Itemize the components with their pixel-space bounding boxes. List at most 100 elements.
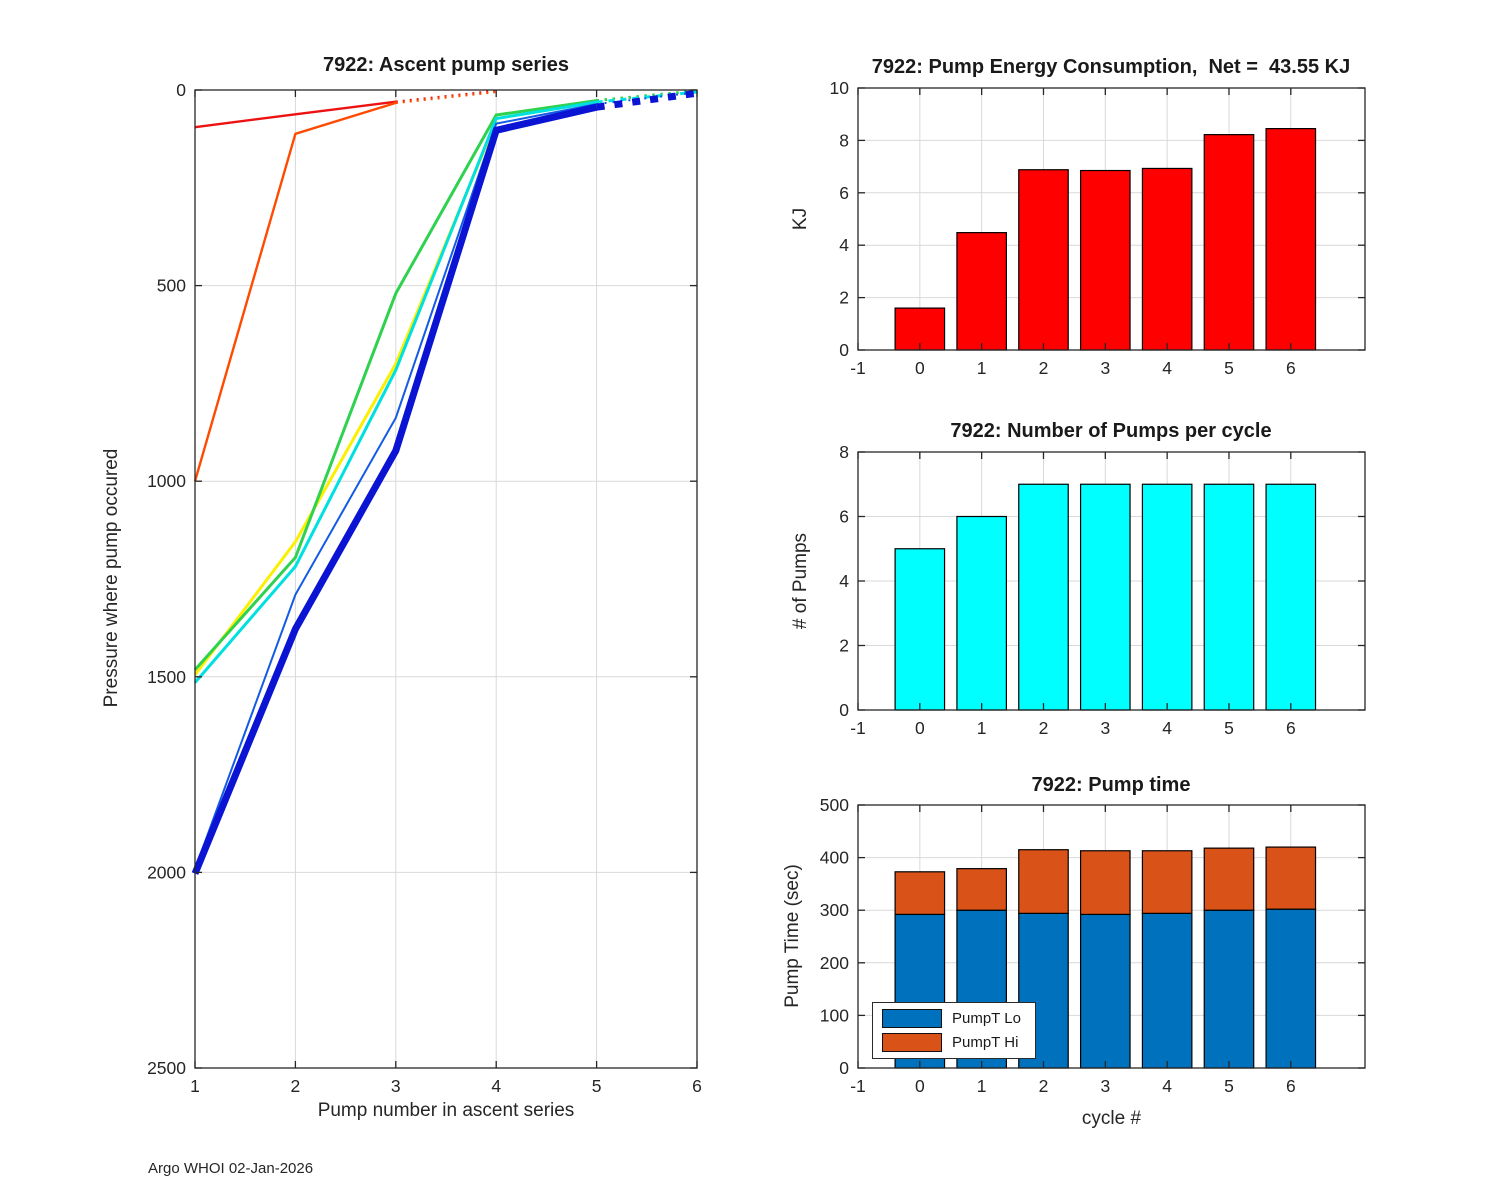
line-cycle-green (193, 99, 597, 671)
tick-label-y: 6 (839, 183, 849, 203)
tick-label-x: 4 (1162, 718, 1172, 738)
line-cycle-darkblue-thick (191, 103, 598, 875)
pump-time-ylabel: Pump Time (sec) (782, 864, 803, 1008)
bar-pump_energy-values-6 (1265, 128, 1317, 351)
bar-pump_energy-values-5 (1203, 134, 1255, 351)
legend-row-lo: PumpT Lo (882, 1009, 1021, 1028)
tick-label-y: 100 (820, 1005, 849, 1025)
line-cycle-cyan (193, 100, 597, 684)
tick-label-y: 2 (839, 288, 849, 308)
tick-label-y: 1000 (147, 471, 186, 491)
bar-pump_time-PumpT Hi-2 (1018, 849, 1069, 914)
tick-label-y: 8 (839, 130, 849, 150)
energy-ylabel: KJ (790, 207, 811, 231)
tick-label-y: 1500 (147, 667, 186, 687)
tick-label-y: 8 (839, 442, 849, 462)
bar-pump_energy-values-1 (956, 232, 1007, 351)
tick-label-y: 300 (820, 900, 849, 920)
tick-label-x: -1 (850, 1076, 866, 1096)
legend-swatch-pumpt-hi (882, 1033, 942, 1052)
tick-label-x: 3 (1100, 358, 1110, 378)
bar-pump_time-PumpT Hi-3 (1079, 850, 1131, 916)
tick-label-x: 2 (1039, 358, 1049, 378)
axes-box-pump_energy (857, 87, 1366, 351)
tick-label-y: 0 (176, 80, 186, 100)
bar-pumps_per_cycle-values-5 (1203, 483, 1255, 711)
tick-label-x: 3 (1100, 718, 1110, 738)
tick-label-y: 4 (839, 235, 849, 255)
line-cycle-cyan-dotted (596, 90, 698, 104)
pumps-per-cycle-ylabel: # of Pumps (790, 532, 811, 630)
tick-label-x: 4 (491, 1076, 501, 1096)
figure-footer: Argo WHOI 02-Jan-2026 (148, 1160, 314, 1177)
tick-label-x: -1 (850, 718, 866, 738)
tick-label-x: 3 (1100, 1076, 1110, 1096)
bar-pump_time-PumpT Lo-3 (1079, 913, 1131, 1069)
line-cycle-red (194, 100, 396, 129)
tick-label-x: 3 (391, 1076, 401, 1096)
bar-pump_energy-values-4 (1141, 167, 1193, 351)
tick-label-x: 5 (1224, 718, 1234, 738)
line-cycle-yellow (193, 120, 498, 676)
legend-swatch-pumpt-lo (882, 1009, 942, 1028)
bar-pump_time-PumpT Lo-4 (1141, 912, 1193, 1069)
tick-label-x: 1 (977, 358, 987, 378)
ascent-series-ylabel: Pressure where pump occured (101, 448, 122, 708)
tick-label-x: 2 (1039, 1076, 1049, 1096)
bar-pump_energy-values-3 (1079, 169, 1131, 351)
bar-pump_time-PumpT Lo-6 (1265, 908, 1317, 1069)
tick-label-y: 2500 (147, 1058, 186, 1078)
tick-label-y: 500 (157, 276, 186, 296)
tick-label-x: 0 (915, 718, 925, 738)
tick-label-x: 5 (592, 1076, 602, 1096)
tick-label-y: 200 (820, 953, 849, 973)
tick-label-y: 500 (820, 795, 849, 815)
bar-pump_time-PumpT Hi-1 (956, 868, 1007, 911)
tick-label-y: 0 (839, 700, 849, 720)
tick-label-y: 0 (839, 1058, 849, 1078)
pump-time-title: 7922: Pump time (1031, 774, 1191, 796)
legend-label-pumpt-lo: PumpT Lo (952, 1010, 1021, 1027)
tick-label-y: 0 (839, 340, 849, 360)
bar-pump_time-PumpT Hi-4 (1141, 850, 1193, 914)
bar-pumps_per_cycle-values-4 (1141, 483, 1193, 711)
line-cycle-orange (193, 101, 397, 482)
tick-label-y: 6 (839, 507, 849, 527)
tick-label-y: 10 (830, 78, 850, 98)
bar-pump_time-PumpT Lo-5 (1203, 909, 1255, 1069)
tick-label-x: 6 (1286, 1076, 1296, 1096)
tick-label-x: 1 (977, 1076, 987, 1096)
bar-pump_time-PumpT Hi-0 (894, 871, 946, 916)
tick-label-x: 4 (1162, 358, 1172, 378)
line-cycle-blue (194, 103, 597, 870)
tick-label-x: 6 (1286, 718, 1296, 738)
bar-pumps_per_cycle-values-3 (1079, 483, 1131, 711)
bar-pumps_per_cycle-values-6 (1265, 483, 1317, 711)
tick-label-x: 1 (977, 718, 987, 738)
tick-label-x: 5 (1224, 1076, 1234, 1096)
tick-label-x: 5 (1224, 358, 1234, 378)
tick-label-x: 2 (291, 1076, 301, 1096)
axes-box-pump_time (857, 804, 1366, 1069)
pumps-per-cycle-title: 7922: Number of Pumps per cycle (950, 420, 1272, 442)
bar-pump_energy-values-2 (1018, 169, 1069, 351)
tick-label-y: 4 (839, 571, 849, 591)
bar-pumps_per_cycle-values-2 (1018, 483, 1069, 711)
tick-label-x: 6 (692, 1076, 702, 1096)
tick-label-y: 2 (839, 636, 849, 656)
tick-label-x: 0 (915, 358, 925, 378)
energy-title: 7922: Pump Energy Consumption, Net = 43.… (871, 56, 1351, 78)
pump-time-legend: PumpT Lo PumpT Hi (872, 1002, 1036, 1059)
pump-time-xlabel: cycle # (1081, 1108, 1142, 1129)
tick-label-y: 400 (820, 848, 849, 868)
tick-label-x: 0 (915, 1076, 925, 1096)
bar-pumps_per_cycle-values-1 (956, 515, 1007, 711)
bar-pumps_per_cycle-values-0 (894, 548, 946, 711)
bar-pump_time-PumpT Hi-5 (1203, 847, 1255, 911)
tick-label-x: 6 (1286, 358, 1296, 378)
tick-label-x: -1 (850, 358, 866, 378)
legend-label-pumpt-hi: PumpT Hi (952, 1034, 1019, 1051)
ascent-series-title: 7922: Ascent pump series (322, 54, 570, 76)
